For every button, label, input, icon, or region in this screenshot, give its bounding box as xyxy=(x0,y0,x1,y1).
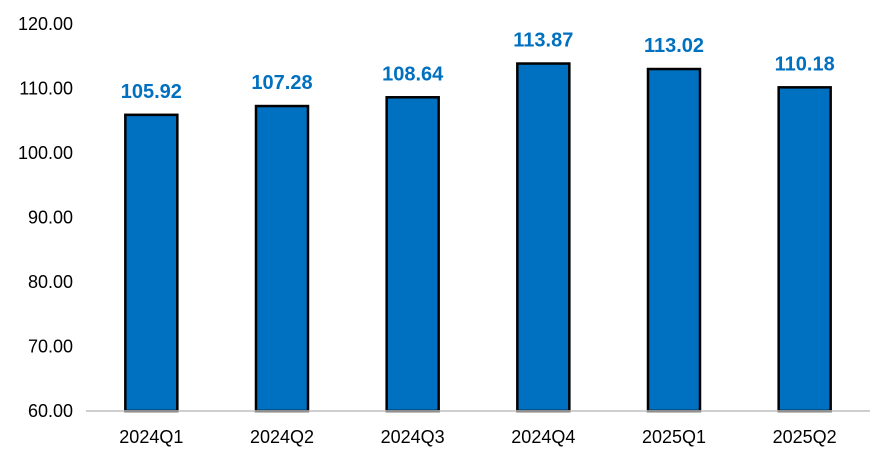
x-category-label: 2024Q2 xyxy=(250,427,314,447)
data-label-2024Q1: 105.92 xyxy=(121,81,182,103)
x-category-label: 2025Q1 xyxy=(642,427,706,447)
bars xyxy=(124,62,832,413)
x-category-label: 2024Q4 xyxy=(511,427,575,447)
x-category-label: 2025Q2 xyxy=(773,427,837,447)
y-tick-label: 70.00 xyxy=(28,337,73,357)
x-category-label: 2024Q1 xyxy=(119,427,183,447)
y-axis-tick-labels: 60.00 70.00 80.00 90.00 100.00 110.00 120.00 xyxy=(18,14,73,421)
data-labels: 105.92 107.28 108.64 113.87 113.02 110.18 xyxy=(121,30,835,103)
y-tick-label: 100.00 xyxy=(18,143,73,163)
data-label-2024Q2: 107.28 xyxy=(251,72,312,94)
y-tick-label: 120.00 xyxy=(18,14,73,34)
bar-2025Q1 xyxy=(646,67,702,413)
y-tick-label: 110.00 xyxy=(19,79,73,99)
data-label-2025Q1: 113.02 xyxy=(644,35,704,57)
data-label-2025Q2: 110.18 xyxy=(775,53,835,75)
y-tick-label: 60.00 xyxy=(28,401,73,421)
bar-2025Q2 xyxy=(777,86,832,413)
x-axis-category-labels: 2024Q1 2024Q2 2024Q3 2024Q4 2025Q1 2025Q2 xyxy=(119,427,836,447)
data-label-2024Q4: 113.87 xyxy=(513,30,573,52)
data-label-2024Q3: 108.64 xyxy=(382,63,444,85)
bar-2024Q2 xyxy=(254,104,310,413)
y-tick-label: 80.00 xyxy=(28,272,73,292)
x-category-label: 2024Q3 xyxy=(381,427,445,447)
bar-2024Q4 xyxy=(516,62,571,413)
y-tick-label: 90.00 xyxy=(28,208,73,228)
bar-2024Q1 xyxy=(124,113,179,413)
bar-2024Q3 xyxy=(385,96,440,413)
